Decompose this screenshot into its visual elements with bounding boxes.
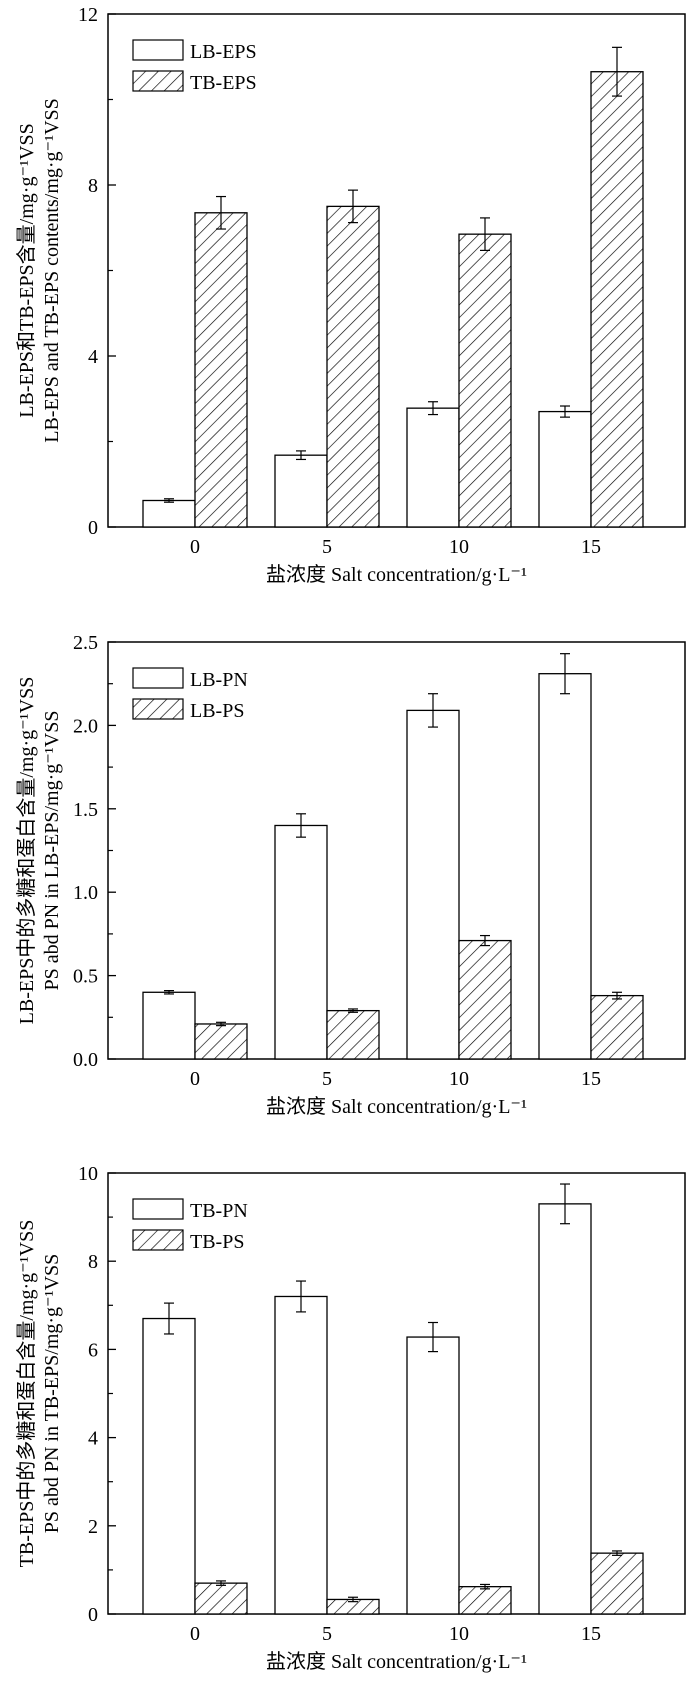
bar-lb-eps [406, 407, 460, 528]
legend-swatch [132, 70, 184, 92]
bar-tb-pn [142, 1317, 196, 1615]
bar-tb-eps [458, 233, 512, 528]
bar-tb-ps [458, 1586, 512, 1615]
legend-swatch [132, 1229, 184, 1251]
legend-label: TB-EPS [190, 72, 257, 94]
bar-lb-ps [458, 939, 512, 1060]
legend-swatch [132, 1198, 184, 1220]
legend-label: TB-PN [190, 1200, 248, 1222]
y-tick-label: 0 [88, 517, 98, 539]
y-tick-label: 0.0 [73, 1049, 98, 1071]
x-tick-label: 15 [581, 1068, 601, 1090]
y-axis-label: LB-EPS和TB-EPS含量/mg·g⁻¹VSS [15, 123, 38, 417]
y-tick-label: 6 [88, 1339, 98, 1361]
legend-swatch [132, 39, 184, 61]
y-tick-label: 4 [88, 346, 98, 368]
bar-tb-eps [590, 71, 644, 528]
bar-tb-ps [194, 1582, 248, 1615]
x-tick-label: 0 [190, 536, 200, 558]
y-tick-label: 2.0 [73, 715, 98, 737]
y-tick-label: 0 [88, 1604, 98, 1626]
bar-lb-eps [142, 499, 196, 528]
x-tick-label: 10 [449, 1623, 469, 1645]
bar-lb-pn [142, 991, 196, 1060]
bar-tb-pn [274, 1295, 328, 1615]
y-tick-label: 1.0 [73, 882, 98, 904]
legend-label: LB-PN [190, 669, 248, 691]
bar-lb-pn [406, 709, 460, 1060]
chart-3: 0 2 4 6 8 10 0 5 10 15 TB-PN TB-PS 盐浓度 Salt concentr… [15, 1163, 686, 1673]
x-axis-label: 盐浓度 Salt concentration/g·L⁻¹ [266, 563, 527, 586]
bar-lb-eps [274, 454, 328, 528]
legend-swatch [132, 698, 184, 720]
legend-swatch [132, 667, 184, 689]
bar-lb-ps [326, 1009, 380, 1060]
bar-lb-ps [194, 1023, 248, 1060]
legend-label: TB-PS [190, 1231, 244, 1253]
x-axis-label: 盐浓度 Salt concentration/g·L⁻¹ [266, 1095, 527, 1118]
y-tick-label: 4 [88, 1428, 98, 1450]
y-axis-label: LB-EPS中的多糖和蛋白含量/mg·g⁻¹VSS [15, 677, 38, 1025]
y-tick-label: 2.5 [73, 632, 98, 654]
y-tick-label: 1.5 [73, 799, 98, 821]
chart-1: 0 4 8 12 0 5 10 15 LB-EPS TB-EPS 盐浓度 Salt concentr… [15, 4, 686, 586]
bar-lb-ps [590, 994, 644, 1060]
chart-2: 0.0 0.5 1.0 1.5 2.0 2.5 0 5 10 15 LB-PN LB-PS 盐浓度 Sa… [15, 632, 686, 1118]
y-axis-label: PS abd PN in TB-EPS/mg·g⁻¹VSS [41, 1254, 63, 1534]
bar-lb-eps [538, 410, 592, 528]
x-tick-label: 15 [581, 1623, 601, 1645]
y-tick-label: 10 [78, 1163, 98, 1185]
x-tick-label: 10 [449, 1068, 469, 1090]
y-axis-label: LB-EPS and TB-EPS contents/mg·g⁻¹VSS [41, 98, 63, 443]
y-tick-label: 8 [88, 1251, 98, 1273]
x-tick-label: 0 [190, 1623, 200, 1645]
x-tick-label: 5 [322, 1068, 332, 1090]
y-axis-label: TB-EPS中的多糖和蛋白含量/mg·g⁻¹VSS [15, 1220, 38, 1568]
x-tick-label: 5 [322, 536, 332, 558]
bar-tb-eps [194, 212, 248, 528]
bar-tb-eps [326, 205, 380, 528]
x-tick-label: 5 [322, 1623, 332, 1645]
y-tick-label: 2 [88, 1516, 98, 1538]
y-tick-label: 0.5 [73, 966, 98, 988]
bar-lb-pn [274, 824, 328, 1060]
bar-tb-pn [538, 1203, 592, 1615]
x-tick-label: 10 [449, 536, 469, 558]
bar-lb-pn [538, 673, 592, 1060]
y-tick-label: 12 [78, 4, 98, 26]
bar-tb-pn [406, 1336, 460, 1615]
y-tick-label: 8 [88, 175, 98, 197]
x-axis-label: 盐浓度 Salt concentration/g·L⁻¹ [266, 1650, 527, 1673]
y-axis-label: PS abd PN in LB-EPS/mg·g⁻¹VSS [41, 711, 63, 991]
legend-label: LB-PS [190, 700, 244, 722]
x-tick-label: 15 [581, 536, 601, 558]
bar-tb-ps [590, 1552, 644, 1615]
legend-label: LB-EPS [190, 41, 257, 63]
x-tick-label: 0 [190, 1068, 200, 1090]
